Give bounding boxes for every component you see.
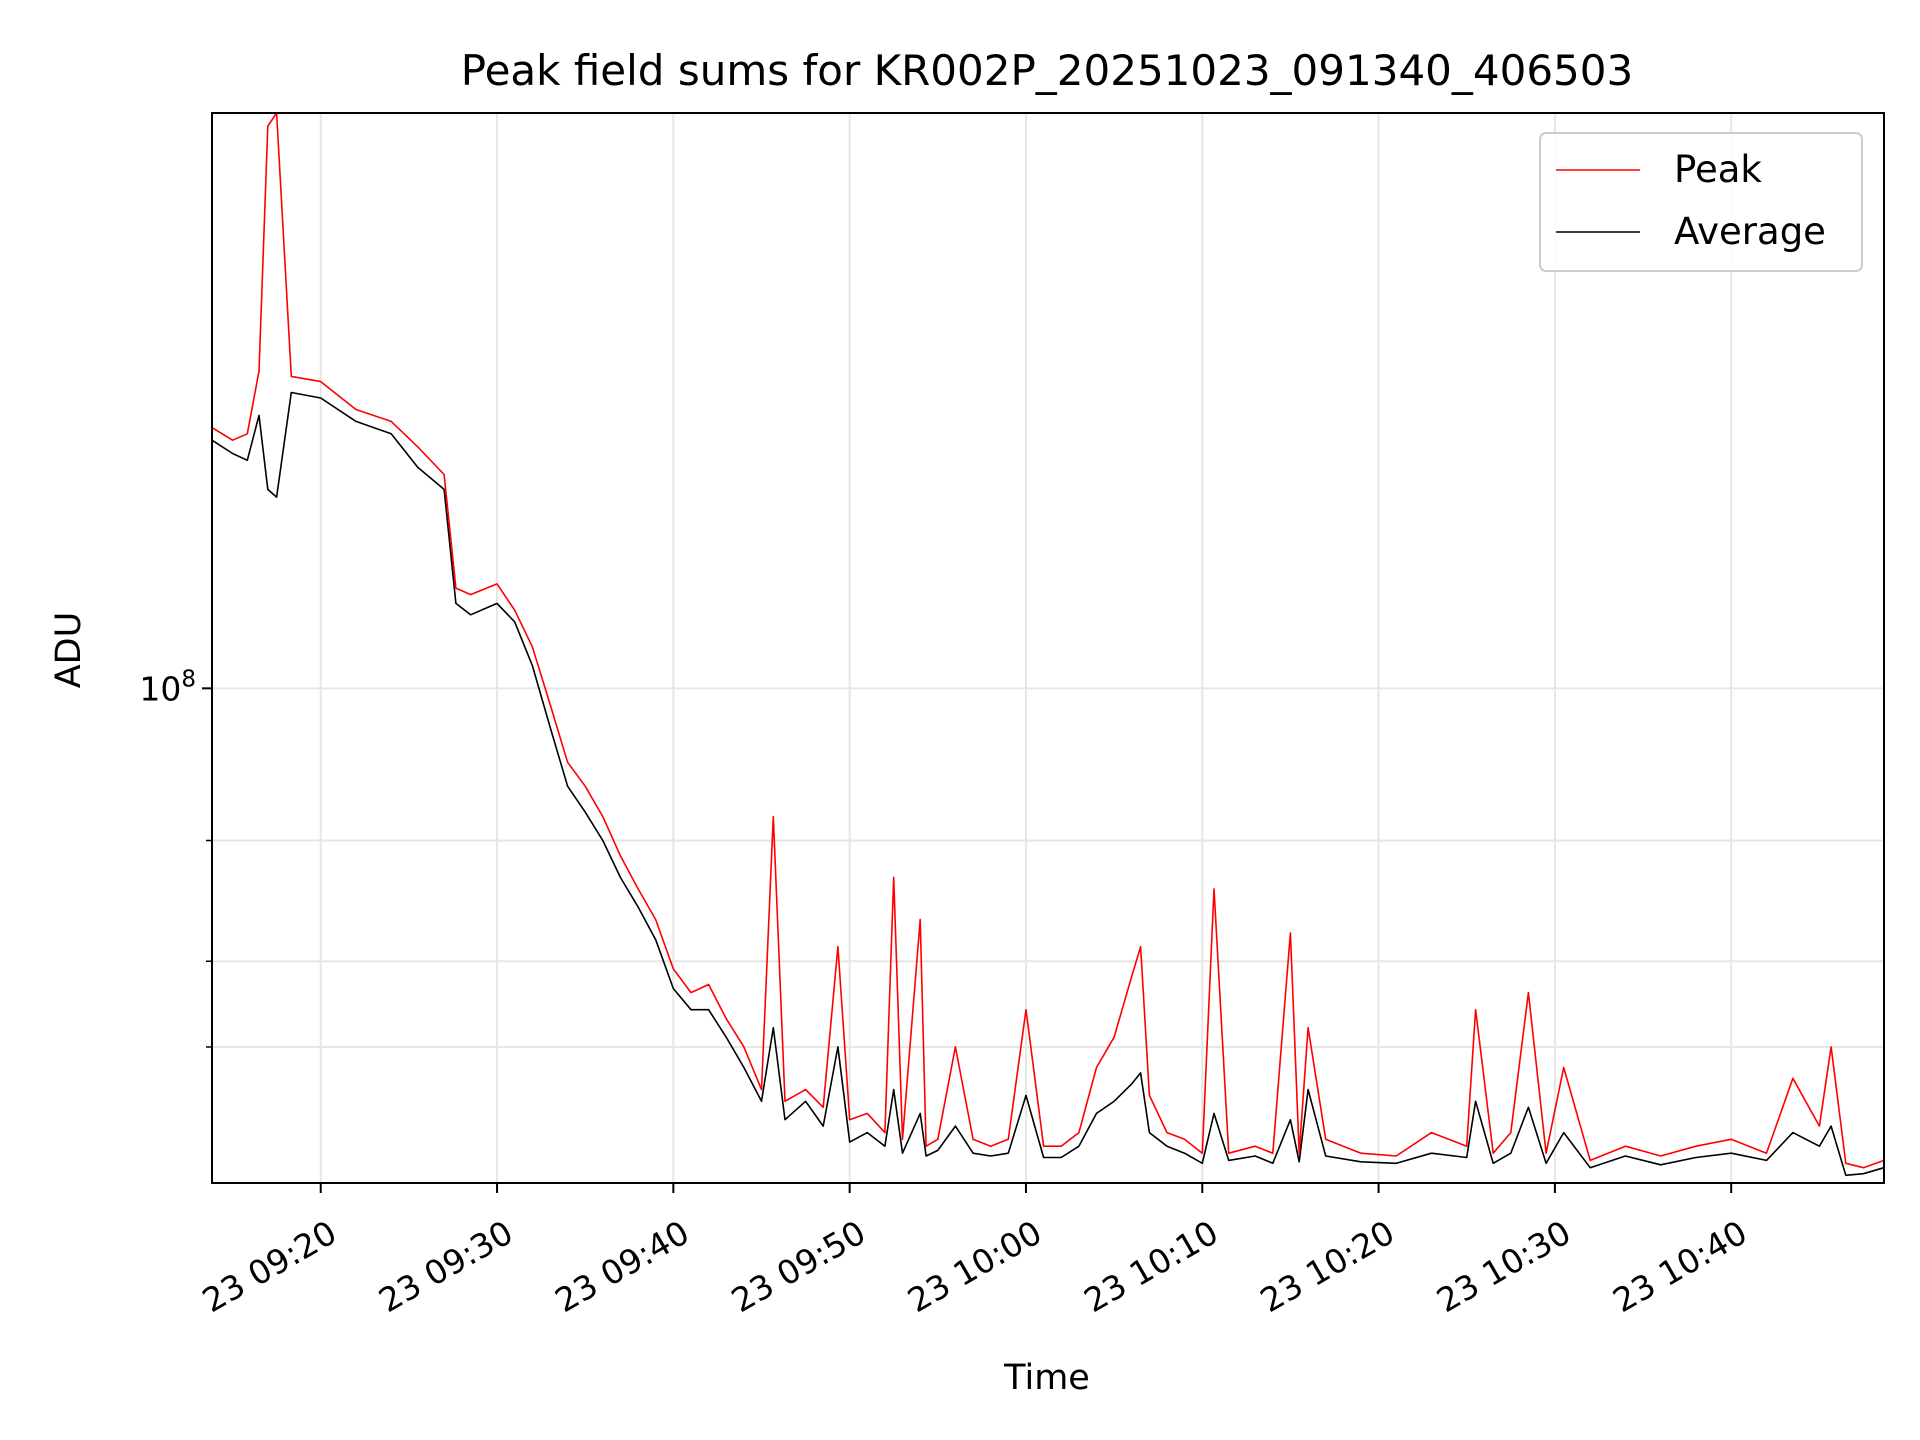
series-layer xyxy=(211,112,1885,1177)
legend: Peak Average xyxy=(1539,132,1863,272)
legend-label-peak: Peak xyxy=(1674,148,1762,191)
series-line-peak xyxy=(211,112,1885,1169)
y-tick-label-base: 10 xyxy=(139,669,181,708)
y-axis: 108 xyxy=(139,666,212,1048)
y-tick-label: 108 xyxy=(139,666,196,708)
x-axis-title: Time xyxy=(1003,1358,1090,1398)
series-line-average xyxy=(211,391,1885,1177)
legend-label-average: Average xyxy=(1674,210,1826,253)
grid xyxy=(212,113,1884,1183)
y-tick-label-exponent: 8 xyxy=(181,666,196,692)
chart-title: Peak field sums for KR002P_20251023_0913… xyxy=(461,46,1633,95)
legend-box xyxy=(1539,132,1863,272)
y-axis-title: ADU xyxy=(49,612,89,689)
plot-frame xyxy=(211,112,1885,1184)
